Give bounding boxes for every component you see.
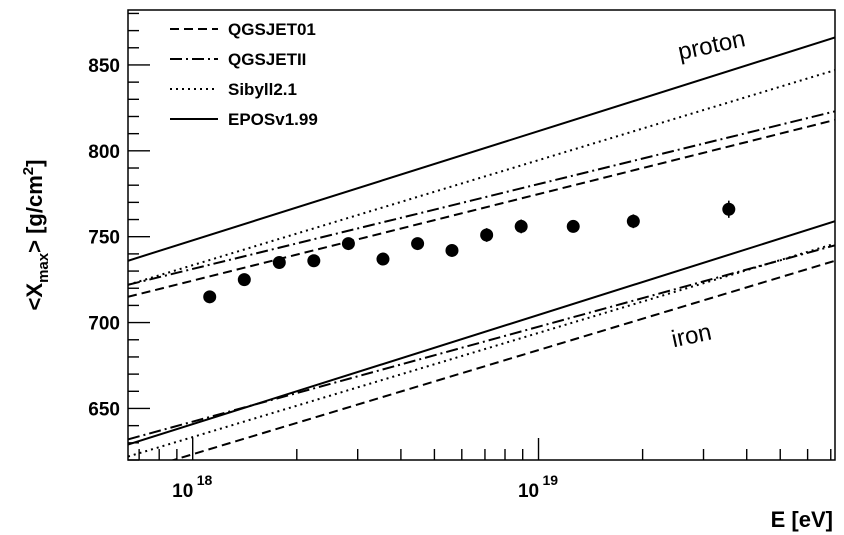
y-tick-label-750: 750 — [88, 228, 120, 249]
x-tick-exp-18: 18 — [197, 472, 213, 488]
legend-label-epos: EPOSv1.99 — [228, 110, 318, 129]
series-line-7 — [128, 220, 835, 446]
legend: QGSJET01 QGSJETII Sibyll2.1 EPOSv1.99 — [170, 20, 318, 129]
x-tick-label-18: 10 — [172, 481, 193, 502]
x-tick-label-19: 10 — [518, 481, 539, 502]
data-point-4 — [341, 237, 355, 251]
data-point-11 — [626, 214, 640, 228]
annotation-proton: proton — [676, 25, 748, 66]
data-point-2 — [272, 255, 286, 269]
annotations: proton iron — [669, 25, 748, 353]
series-line-4 — [170, 259, 835, 460]
y-axis-title-sup: 2 — [20, 167, 37, 175]
axis-ticks — [128, 12, 832, 461]
y-axis-title-main: <X — [22, 283, 47, 311]
data-point-7 — [445, 243, 459, 257]
data-point-3 — [307, 254, 321, 268]
data-point-8 — [480, 228, 494, 242]
y-axis-title-rest: > [g/cm — [22, 175, 47, 253]
data-point-10 — [566, 219, 580, 233]
y-axis-title-end: ] — [22, 160, 47, 167]
legend-label-qgsjet01: QGSJET01 — [228, 20, 316, 39]
data-point-9 — [514, 219, 528, 233]
y-tick-label-700: 700 — [88, 314, 120, 335]
data-point-12 — [722, 202, 736, 216]
data-point-6 — [411, 237, 425, 251]
y-tick-label-650: 650 — [88, 399, 120, 420]
data-point-1 — [237, 273, 251, 287]
legend-label-sibyll: Sibyll2.1 — [228, 80, 297, 99]
data-points — [203, 200, 736, 304]
legend-label-qgsjetii: QGSJETII — [228, 50, 306, 69]
x-tick-exp-19: 19 — [543, 472, 559, 488]
series-line-2 — [128, 69, 835, 286]
series-line-5 — [128, 244, 835, 441]
data-point-0 — [203, 290, 217, 304]
y-tick-label-800: 800 — [88, 142, 120, 163]
x-axis-title: E [eV] — [771, 507, 833, 532]
y-axis-title-sub: max — [35, 252, 52, 283]
series-line-3 — [128, 36, 835, 262]
series-line-1 — [128, 110, 835, 286]
model-lines — [128, 36, 835, 460]
series-line-6 — [128, 242, 835, 458]
plot-frame — [127, 9, 836, 461]
y-tick-label-850: 850 — [88, 56, 120, 77]
series-line-0 — [128, 118, 835, 298]
y-axis-title: <Xmax> [g/cm2] — [20, 160, 52, 311]
annotation-iron: iron — [669, 319, 714, 354]
data-point-5 — [376, 252, 390, 266]
